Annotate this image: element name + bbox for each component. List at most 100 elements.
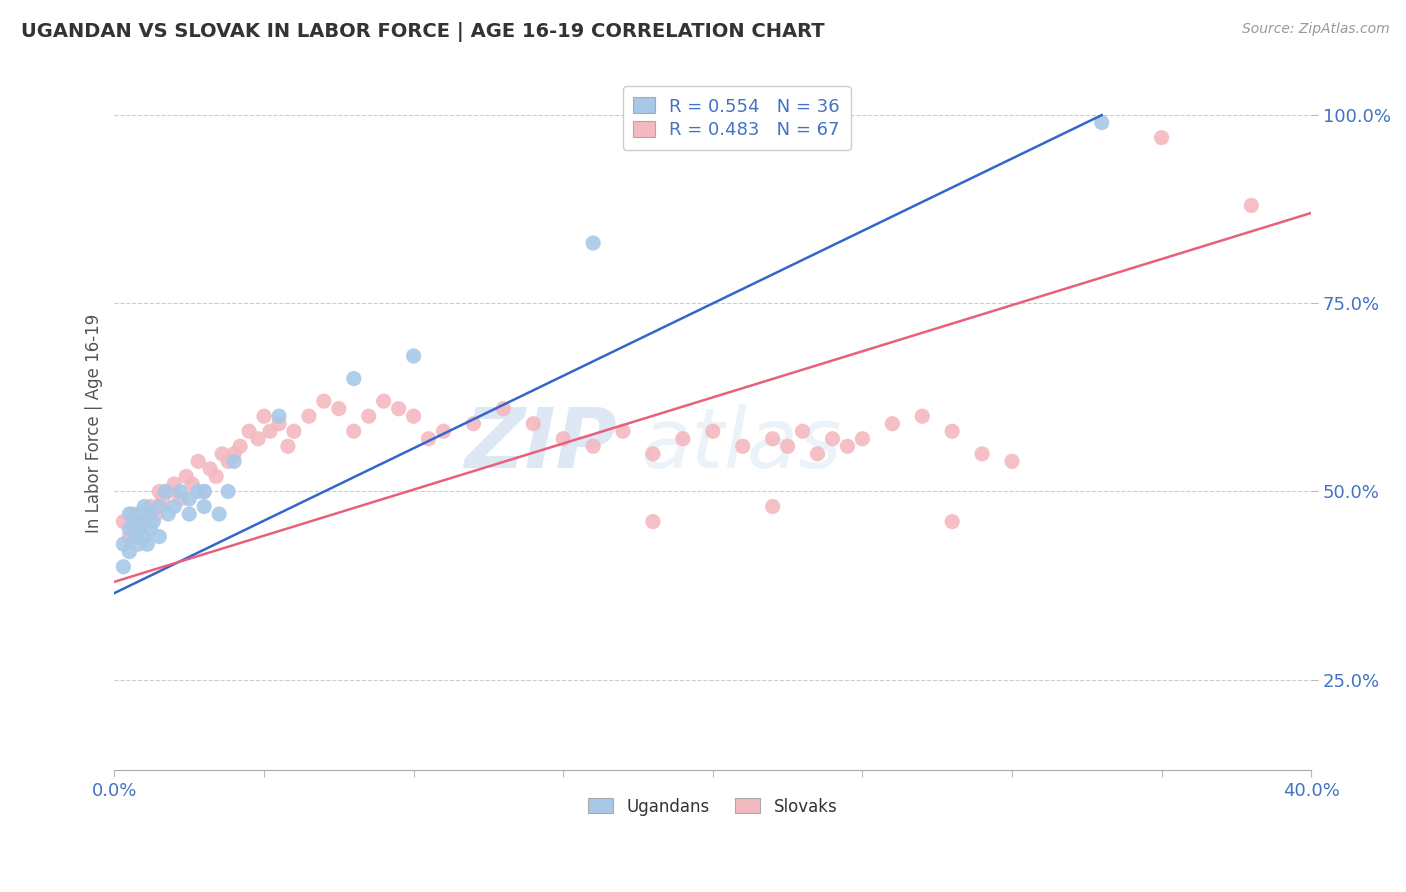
- Point: [731, 439, 754, 453]
- Point: [267, 417, 290, 431]
- Point: [118, 530, 141, 544]
- Point: [941, 515, 963, 529]
- Point: [124, 522, 146, 536]
- Point: [582, 235, 605, 250]
- Legend: Ugandans, Slovaks: Ugandans, Slovaks: [581, 789, 845, 824]
- Point: [127, 522, 149, 536]
- Point: [1091, 115, 1114, 129]
- Point: [837, 439, 859, 453]
- Point: [118, 544, 141, 558]
- Point: [112, 537, 135, 551]
- Point: [1001, 454, 1024, 468]
- Point: [174, 469, 197, 483]
- Point: [181, 477, 204, 491]
- Point: [163, 500, 186, 514]
- Point: [169, 484, 191, 499]
- Point: [118, 507, 141, 521]
- Point: [298, 409, 321, 424]
- Point: [806, 447, 828, 461]
- Point: [193, 484, 215, 499]
- Point: [267, 409, 290, 424]
- Point: [222, 447, 245, 461]
- Point: [553, 432, 575, 446]
- Point: [612, 424, 634, 438]
- Point: [762, 500, 785, 514]
- Text: ZIP: ZIP: [464, 404, 617, 485]
- Point: [1150, 130, 1173, 145]
- Point: [222, 454, 245, 468]
- Point: [283, 424, 305, 438]
- Point: [277, 439, 299, 453]
- Point: [187, 484, 209, 499]
- Point: [432, 424, 454, 438]
- Point: [136, 537, 159, 551]
- Point: [139, 507, 162, 521]
- Point: [373, 394, 395, 409]
- Point: [229, 439, 252, 453]
- Point: [970, 447, 993, 461]
- Point: [238, 424, 260, 438]
- Text: UGANDAN VS SLOVAK IN LABOR FORCE | AGE 16-19 CORRELATION CHART: UGANDAN VS SLOVAK IN LABOR FORCE | AGE 1…: [21, 22, 825, 42]
- Point: [259, 424, 281, 438]
- Point: [582, 439, 605, 453]
- Point: [208, 507, 231, 521]
- Point: [139, 522, 162, 536]
- Point: [134, 515, 156, 529]
- Point: [312, 394, 335, 409]
- Point: [941, 424, 963, 438]
- Point: [328, 401, 350, 416]
- Point: [112, 515, 135, 529]
- Point: [402, 349, 425, 363]
- Point: [776, 439, 799, 453]
- Point: [463, 417, 485, 431]
- Point: [388, 401, 411, 416]
- Point: [247, 432, 270, 446]
- Point: [169, 491, 191, 506]
- Point: [163, 477, 186, 491]
- Point: [217, 454, 239, 468]
- Point: [139, 500, 162, 514]
- Point: [205, 469, 228, 483]
- Point: [357, 409, 380, 424]
- Text: atlas: atlas: [641, 404, 842, 485]
- Point: [134, 500, 156, 514]
- Point: [145, 507, 167, 521]
- Y-axis label: In Labor Force | Age 16-19: In Labor Force | Age 16-19: [86, 314, 103, 533]
- Point: [702, 424, 724, 438]
- Point: [112, 559, 135, 574]
- Point: [127, 507, 149, 521]
- Point: [187, 454, 209, 468]
- Point: [118, 522, 141, 536]
- Point: [217, 484, 239, 499]
- Point: [157, 507, 180, 521]
- Point: [418, 432, 440, 446]
- Point: [792, 424, 814, 438]
- Point: [155, 484, 177, 499]
- Point: [402, 409, 425, 424]
- Point: [198, 462, 221, 476]
- Point: [179, 491, 201, 506]
- Point: [121, 507, 143, 521]
- Point: [522, 417, 544, 431]
- Point: [148, 500, 170, 514]
- Point: [672, 432, 695, 446]
- Point: [127, 537, 149, 551]
- Point: [641, 447, 664, 461]
- Point: [851, 432, 873, 446]
- Point: [134, 515, 156, 529]
- Point: [492, 401, 515, 416]
- Point: [193, 484, 215, 499]
- Point: [882, 417, 904, 431]
- Point: [1240, 198, 1263, 212]
- Point: [148, 530, 170, 544]
- Point: [148, 484, 170, 499]
- Point: [124, 515, 146, 529]
- Point: [343, 424, 366, 438]
- Point: [762, 432, 785, 446]
- Point: [211, 447, 233, 461]
- Point: [150, 491, 173, 506]
- Point: [179, 507, 201, 521]
- Point: [127, 515, 149, 529]
- Point: [134, 530, 156, 544]
- Point: [821, 432, 844, 446]
